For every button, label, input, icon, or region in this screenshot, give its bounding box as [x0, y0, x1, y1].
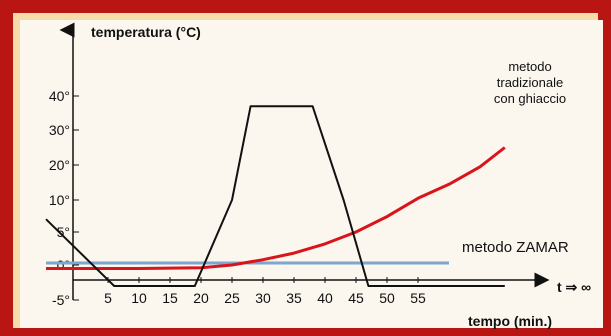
x-tick-label: 40 [317, 290, 333, 306]
traditional-label-line3: con ghiaccio [494, 91, 566, 106]
series-lines [45, 105, 506, 287]
x-tick-label: 50 [379, 290, 395, 306]
x-tick-label: 55 [410, 290, 426, 306]
infinity-label: t ⇒ ∞ [557, 279, 591, 295]
x-ticks: 5 10 15 20 25 30 35 40 45 50 55 [104, 277, 426, 306]
y-ticks: -5° 0° 5° 10° 20° 30° 40° [49, 88, 79, 308]
x-tick-label: 15 [162, 290, 178, 306]
chart-panel [20, 20, 603, 328]
y-tick-label: 10° [49, 192, 70, 208]
x-tick-label: 10 [131, 290, 147, 306]
x-tick-label: 45 [348, 290, 364, 306]
x-tick-label: 35 [286, 290, 302, 306]
y-tick-label: 5° [57, 224, 70, 240]
x-tick-label: 30 [255, 290, 271, 306]
traditional-label-line1: metodo [508, 59, 551, 74]
y-tick-label: 0° [57, 257, 70, 273]
y-tick-label: 40° [49, 88, 70, 104]
x-axis-label: tempo (min.) [468, 313, 552, 329]
series-line-1 [46, 146, 506, 270]
y-tick-label: 20° [49, 157, 70, 173]
y-tick-label: 30° [49, 122, 70, 138]
zamar-label: metodo ZAMAR [462, 239, 569, 256]
y-axis-label: temperatura (°C) [91, 24, 201, 40]
y-tick-label: -5° [52, 292, 70, 308]
traditional-label-line2: tradizionale [497, 75, 564, 90]
x-tick-label: 25 [224, 290, 240, 306]
series-line-2 [45, 105, 505, 287]
x-tick-label: 20 [193, 290, 209, 306]
x-tick-label: 5 [104, 290, 112, 306]
axes [59, 22, 550, 300]
